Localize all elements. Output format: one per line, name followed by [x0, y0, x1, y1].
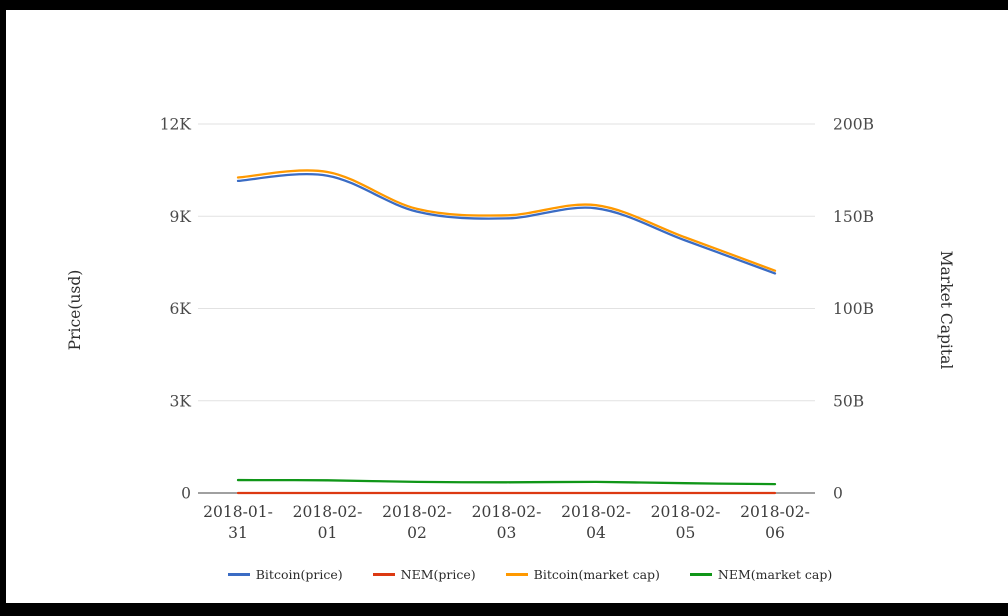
- legend-item-bitcoin-market-cap[interactable]: Bitcoin(market cap): [505, 566, 660, 582]
- x-axis-tick-label: 2018-02-04: [561, 503, 631, 542]
- gridlines: [198, 123, 815, 494]
- left-axis-tick-labels: 12K 9K 6K 3K 0: [160, 116, 192, 503]
- x-axis-tick-label: 2018-02-02: [382, 503, 452, 542]
- legend-line-swatch: [372, 572, 395, 576]
- right-axis-tick-label: 150B: [833, 208, 874, 226]
- left-axis-tick-label: 0: [181, 485, 191, 503]
- left-axis-tick-label: 3K: [170, 392, 192, 410]
- x-axis-tick-labels: 2018-01-31 2018-02-01 2018-02-02 2018-02-03…: [203, 503, 810, 542]
- series-line-bitcoin-market-cap[interactable]: [236, 169, 777, 272]
- legend: Bitcoin(price) NEM(price) Bitcoin(market c…: [200, 565, 860, 583]
- legend-label: Bitcoin(price): [255, 566, 343, 582]
- right-axis-tick-label: 50B: [833, 392, 864, 410]
- right-axis-title: Market Capital: [937, 251, 955, 370]
- right-axis-tick-label: 100B: [833, 300, 874, 318]
- legend-line-swatch: [505, 572, 528, 576]
- x-axis-tick-label: 2018-02-05: [651, 503, 721, 542]
- legend-line-swatch: [689, 572, 712, 576]
- left-axis-title: Price(usd): [66, 270, 84, 351]
- x-axis-tick-label: 2018-02-03: [472, 503, 542, 542]
- chart-canvas: [6, 10, 1008, 603]
- left-axis-tick-label: 9K: [170, 208, 192, 226]
- legend-item-nem-price[interactable]: NEM(price): [372, 566, 476, 582]
- series-line-bitcoin-price[interactable]: [236, 173, 777, 275]
- legend-label: Bitcoin(market cap): [533, 566, 660, 582]
- x-axis-tick-label: 2018-02-01: [293, 503, 363, 542]
- right-axis-tick-label: 200B: [833, 116, 874, 134]
- legend-label: NEM(market cap): [717, 566, 833, 582]
- series-line-nem-market-cap[interactable]: [236, 478, 777, 486]
- left-axis-tick-label: 12K: [160, 116, 192, 134]
- x-axis-tick-label: 2018-02-06: [740, 503, 810, 542]
- left-axis-tick-label: 6K: [170, 300, 192, 318]
- legend-item-nem-market-cap[interactable]: NEM(market cap): [689, 566, 833, 582]
- right-axis-tick-labels: 200B 150B 100B 50B 0: [833, 116, 874, 503]
- series-lines: [236, 169, 777, 495]
- right-axis-tick-label: 0: [833, 485, 843, 503]
- legend-line-swatch: [227, 572, 250, 576]
- legend-label: NEM(price): [400, 566, 476, 582]
- x-axis-tick-label: 2018-01-31: [203, 503, 273, 542]
- legend-item-bitcoin-price[interactable]: Bitcoin(price): [227, 566, 343, 582]
